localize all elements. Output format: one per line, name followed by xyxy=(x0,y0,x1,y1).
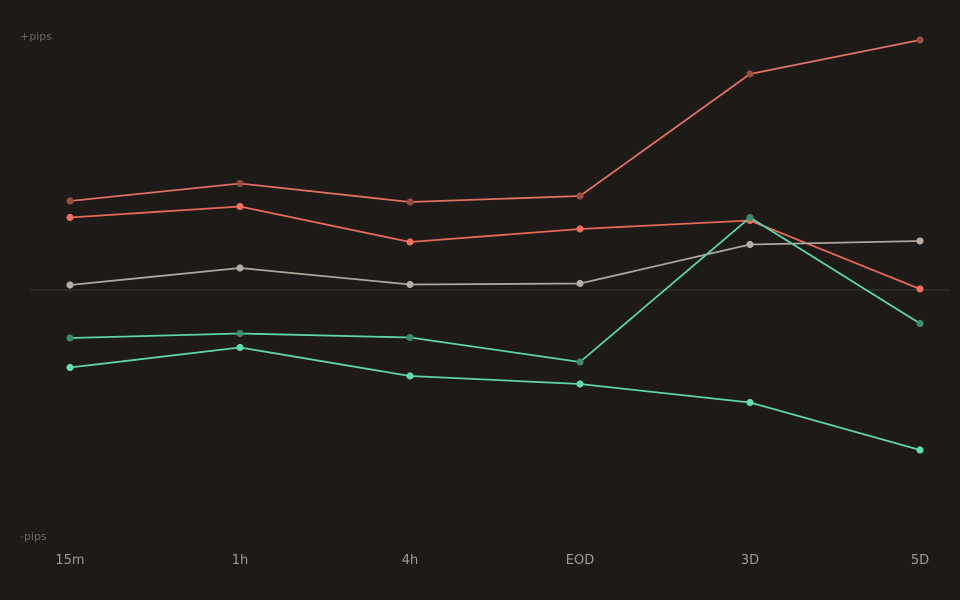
series-3-point-5D[interactable] xyxy=(916,237,924,245)
series-4-point-1h[interactable] xyxy=(236,329,244,338)
series-5-line xyxy=(69,346,921,451)
series-5-point-1h[interactable] xyxy=(236,343,244,352)
series-2 xyxy=(66,202,924,293)
series-2-line xyxy=(69,205,921,290)
series-4-point-EOD[interactable] xyxy=(576,358,584,366)
series-5 xyxy=(66,343,924,454)
series-4-point-5D[interactable] xyxy=(916,319,924,328)
series-3-point-3D[interactable] xyxy=(746,240,754,249)
series-3-line xyxy=(69,240,921,286)
series-4-point-3D[interactable] xyxy=(746,213,754,222)
series-3-point-4h[interactable] xyxy=(406,280,414,289)
series-5-point-5D[interactable] xyxy=(916,446,924,454)
series-3-point-1h[interactable] xyxy=(236,264,244,272)
series-2-point-5D[interactable] xyxy=(916,285,924,293)
series-3 xyxy=(66,237,924,289)
series-1-point-3D[interactable] xyxy=(746,70,754,78)
series-2-point-1h[interactable] xyxy=(236,202,244,211)
series-4-line xyxy=(69,216,921,363)
x-tick-label-EOD: EOD xyxy=(566,553,594,568)
series-1 xyxy=(66,36,924,206)
series-1-point-1h[interactable] xyxy=(236,179,244,188)
series-4-point-4h[interactable] xyxy=(406,333,414,342)
x-tick-label-15m: 15m xyxy=(55,553,84,568)
series-4 xyxy=(66,213,924,366)
series-4-point-15m[interactable] xyxy=(66,334,74,342)
series-layer xyxy=(66,36,924,454)
series-2-point-15m[interactable] xyxy=(66,213,74,222)
series-2-point-EOD[interactable] xyxy=(576,225,584,233)
series-3-point-15m[interactable] xyxy=(66,281,74,289)
series-2-point-4h[interactable] xyxy=(406,238,414,246)
series-5-point-3D[interactable] xyxy=(746,398,754,407)
x-tick-label-1h: 1h xyxy=(232,553,249,568)
y-axis-bottom-label: -pips xyxy=(20,530,47,543)
series-1-point-15m[interactable] xyxy=(66,197,74,205)
series-5-point-15m[interactable] xyxy=(66,363,74,372)
series-1-point-4h[interactable] xyxy=(406,198,414,206)
x-axis-ticks: 15m 1h 4h EOD 3D 5D xyxy=(55,553,929,568)
series-1-point-EOD[interactable] xyxy=(576,192,584,200)
series-5-point-EOD[interactable] xyxy=(576,380,584,388)
x-tick-label-5D: 5D xyxy=(911,553,929,568)
series-5-point-4h[interactable] xyxy=(406,372,414,380)
x-tick-label-3D: 3D xyxy=(741,553,759,568)
series-1-line xyxy=(69,39,921,203)
series-1-point-5D[interactable] xyxy=(916,36,924,44)
y-axis-top-label: +pips xyxy=(20,30,52,43)
x-tick-label-4h: 4h xyxy=(402,553,419,568)
series-3-point-EOD[interactable] xyxy=(576,279,584,288)
